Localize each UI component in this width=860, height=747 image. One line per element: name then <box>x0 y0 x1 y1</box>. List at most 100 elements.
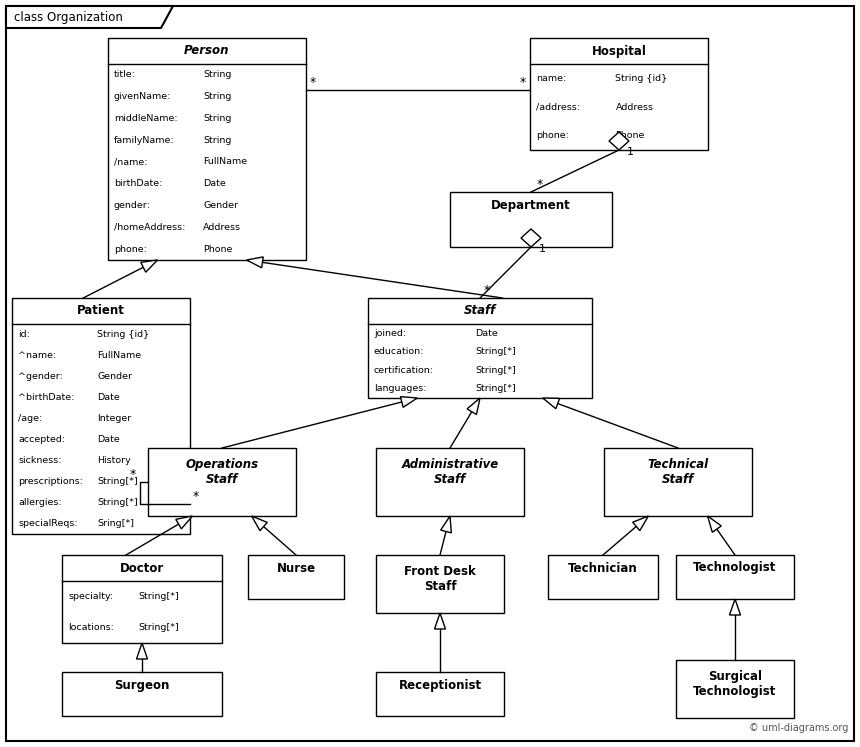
Text: Staff: Staff <box>464 305 496 317</box>
Text: title:: title: <box>114 70 136 79</box>
Polygon shape <box>434 613 445 629</box>
Text: locations:: locations: <box>68 623 114 632</box>
Text: sickness:: sickness: <box>18 456 62 465</box>
Text: String[*]: String[*] <box>476 384 516 393</box>
Text: *: * <box>193 490 200 503</box>
Text: *: * <box>537 178 544 191</box>
Text: String {id}: String {id} <box>616 74 667 83</box>
Text: Surgeon: Surgeon <box>114 678 169 692</box>
Text: Front Desk
Staff: Front Desk Staff <box>404 565 476 593</box>
Text: Address: Address <box>203 223 241 232</box>
Text: *: * <box>520 76 526 89</box>
Text: Person: Person <box>184 45 230 58</box>
Text: Surgical
Technologist: Surgical Technologist <box>693 670 777 698</box>
Polygon shape <box>633 516 648 530</box>
Bar <box>676 555 794 599</box>
Text: History: History <box>97 456 132 465</box>
Polygon shape <box>543 398 560 409</box>
Text: Date: Date <box>203 179 226 188</box>
Text: /name:: /name: <box>114 158 148 167</box>
Text: Receptionist: Receptionist <box>398 678 482 692</box>
Polygon shape <box>175 516 193 529</box>
Text: languages:: languages: <box>374 384 427 393</box>
Text: String {id}: String {id} <box>97 330 150 339</box>
Text: familyName:: familyName: <box>114 136 175 145</box>
Bar <box>248 555 344 599</box>
Bar <box>108 38 306 260</box>
Bar <box>530 38 708 150</box>
Text: name:: name: <box>536 74 566 83</box>
Text: certification:: certification: <box>374 366 434 375</box>
Text: Technical
Staff: Technical Staff <box>648 458 709 486</box>
Text: Gender: Gender <box>203 201 238 210</box>
Bar <box>376 448 524 516</box>
Text: Gender: Gender <box>97 372 132 381</box>
Text: Date: Date <box>97 393 120 402</box>
Text: Phone: Phone <box>203 244 232 254</box>
Text: Sring[*]: Sring[*] <box>97 519 134 528</box>
Text: String: String <box>203 114 231 123</box>
Text: Date: Date <box>476 329 498 338</box>
Polygon shape <box>141 260 157 272</box>
Text: ^name:: ^name: <box>18 351 56 360</box>
Text: String: String <box>203 136 231 145</box>
Text: String: String <box>203 92 231 101</box>
Text: Technician: Technician <box>568 562 638 574</box>
Bar <box>548 555 658 599</box>
Text: *: * <box>310 76 316 89</box>
Polygon shape <box>729 599 740 615</box>
Bar <box>676 660 794 718</box>
Text: Phone: Phone <box>616 131 645 140</box>
Text: String[*]: String[*] <box>97 498 138 507</box>
Text: *: * <box>484 284 490 297</box>
Text: String[*]: String[*] <box>138 592 180 601</box>
Text: givenName:: givenName: <box>114 92 171 101</box>
Text: education:: education: <box>374 347 424 356</box>
Text: Department: Department <box>491 199 571 211</box>
Text: String[*]: String[*] <box>138 623 180 632</box>
Text: Address: Address <box>616 102 654 111</box>
Text: /age:: /age: <box>18 414 42 423</box>
Text: *: * <box>130 468 136 481</box>
Polygon shape <box>521 229 541 247</box>
Bar <box>62 555 222 643</box>
Bar <box>148 448 296 516</box>
Polygon shape <box>440 516 452 533</box>
Text: prescriptions:: prescriptions: <box>18 477 83 486</box>
Bar <box>450 192 612 247</box>
Text: String[*]: String[*] <box>476 347 516 356</box>
Text: String[*]: String[*] <box>476 366 516 375</box>
Bar <box>62 672 222 716</box>
Bar <box>376 555 504 613</box>
Text: Patient: Patient <box>77 305 125 317</box>
Text: joined:: joined: <box>374 329 406 338</box>
Text: FullName: FullName <box>97 351 142 360</box>
Polygon shape <box>708 516 722 533</box>
Text: id:: id: <box>18 330 30 339</box>
Text: specialReqs:: specialReqs: <box>18 519 77 528</box>
Text: middleName:: middleName: <box>114 114 178 123</box>
Text: /address:: /address: <box>536 102 580 111</box>
Text: 1: 1 <box>627 147 634 157</box>
Text: FullName: FullName <box>203 158 247 167</box>
Text: Hospital: Hospital <box>592 45 647 58</box>
Text: Doctor: Doctor <box>120 562 164 574</box>
Text: Date: Date <box>97 435 120 444</box>
Text: ^birthDate:: ^birthDate: <box>18 393 74 402</box>
Polygon shape <box>247 257 263 267</box>
Bar <box>376 672 504 716</box>
Text: String[*]: String[*] <box>97 477 138 486</box>
Text: gender:: gender: <box>114 201 150 210</box>
Text: phone:: phone: <box>114 244 147 254</box>
Bar <box>604 448 752 516</box>
Text: © uml-diagrams.org: © uml-diagrams.org <box>748 723 848 733</box>
Text: class Organization: class Organization <box>14 10 123 23</box>
Text: accepted:: accepted: <box>18 435 65 444</box>
Text: Administrative
Staff: Administrative Staff <box>402 458 499 486</box>
Text: ^gender:: ^gender: <box>18 372 63 381</box>
Polygon shape <box>609 132 629 150</box>
Text: Integer: Integer <box>97 414 132 423</box>
Polygon shape <box>6 6 173 28</box>
Text: String: String <box>203 70 231 79</box>
Polygon shape <box>252 516 267 530</box>
